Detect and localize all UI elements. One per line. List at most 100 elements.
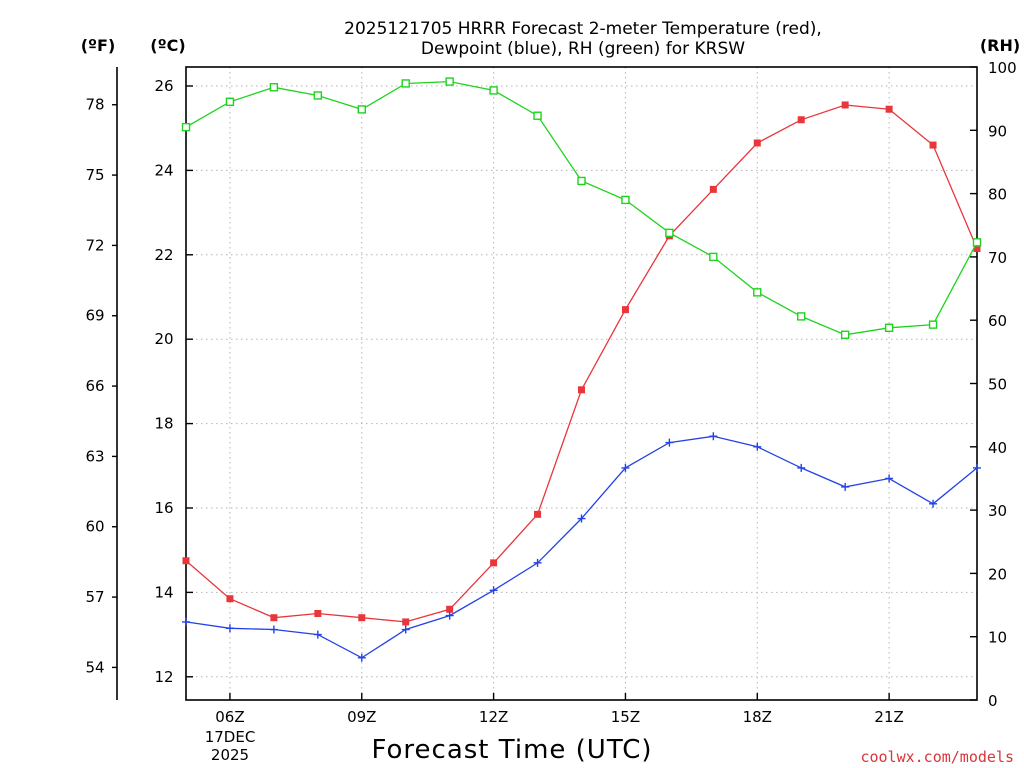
rh-tick-label: 80 xyxy=(988,186,1007,204)
rh-tick-label: 70 xyxy=(988,249,1007,267)
rh-point xyxy=(928,320,938,329)
rh-point xyxy=(753,288,762,297)
rh-tick-label: 50 xyxy=(988,376,1007,394)
dewpoint-point xyxy=(445,611,454,620)
fahrenheit-tick-label: 69 xyxy=(85,307,104,325)
rh-point xyxy=(884,323,894,332)
rh-tick-label: 20 xyxy=(988,565,1007,583)
rh-point xyxy=(577,176,586,186)
dewpoint-point xyxy=(797,463,806,472)
rh-point xyxy=(225,97,235,107)
rh-point xyxy=(621,195,630,205)
temperature-point xyxy=(446,605,454,613)
rh-tick-label: 10 xyxy=(988,629,1007,647)
dewpoint-point xyxy=(929,499,938,508)
celsius-tick-label: 22 xyxy=(154,246,173,264)
rh-point xyxy=(313,91,323,100)
dewpoint-point xyxy=(401,625,410,634)
rh-tick-label: 0 xyxy=(988,692,998,710)
temperature-point xyxy=(270,614,278,622)
celsius-tick-label: 16 xyxy=(154,499,173,517)
chart-title-line2: Dewpoint (blue), RH (green) for KRSW xyxy=(421,39,745,59)
temperature-point xyxy=(226,595,234,603)
fahrenheit-tick-label: 57 xyxy=(85,588,104,606)
x-tick-label: 18Z xyxy=(743,708,772,726)
dewpoint-point xyxy=(533,558,542,567)
x-tick-label: 09Z xyxy=(347,708,376,726)
rh-unit-label: (RH) xyxy=(980,36,1020,55)
dewpoint-point xyxy=(577,514,586,523)
temperature-point xyxy=(402,618,410,626)
celsius-tick-label: 12 xyxy=(154,668,173,686)
temperature-point xyxy=(929,141,937,149)
dewpoint-point xyxy=(885,474,894,483)
temperature-point xyxy=(358,614,366,622)
tick-labels: 06Z 09Z 12Z 15Z 18Z 21Z 12 14 16 18 20 22 24 26 54 57 60… xyxy=(85,59,1016,726)
dewpoint-line xyxy=(185,435,978,659)
axes xyxy=(112,66,978,701)
rh-point xyxy=(709,252,718,262)
temperature-point xyxy=(578,386,585,394)
celsius-tick-label: 18 xyxy=(154,415,173,433)
rh-line xyxy=(185,80,978,336)
rh-tick-label: 30 xyxy=(988,502,1007,520)
plot-frame xyxy=(185,66,978,701)
x-tick-label: 06Z xyxy=(215,708,244,726)
rh-point xyxy=(181,122,191,132)
temperature-point xyxy=(973,244,981,252)
celsius-tick-label: 24 xyxy=(154,161,173,179)
x-axis-label: Forecast Time (UTC) xyxy=(371,735,652,765)
fahrenheit-tick-label: 78 xyxy=(85,96,104,114)
grid-lines xyxy=(186,67,977,700)
dewpoint-point xyxy=(841,482,850,491)
temperature-point xyxy=(182,557,190,565)
temperature-point xyxy=(534,510,542,518)
rh-tick-label: 90 xyxy=(988,122,1007,140)
temperature-point xyxy=(841,101,849,109)
rh-point xyxy=(401,79,410,88)
rh-tick-label: 60 xyxy=(988,312,1007,330)
celsius-tick-label: 26 xyxy=(154,77,173,95)
temperature-point xyxy=(885,105,893,113)
fahrenheit-tick-label: 66 xyxy=(85,377,104,395)
rh-point xyxy=(972,238,982,247)
temperature-point xyxy=(753,139,761,147)
credit-label: coolwx.com/models xyxy=(860,748,1014,766)
rh-point xyxy=(269,83,279,92)
celsius-unit-label: (ºC) xyxy=(150,36,185,55)
temperature-point xyxy=(797,116,805,124)
data-series xyxy=(181,77,982,662)
temperature-point xyxy=(314,609,322,617)
x-tick-label: 15Z xyxy=(611,708,640,726)
x-tick-label: 12Z xyxy=(479,708,508,726)
dewpoint-point xyxy=(753,442,762,451)
dewpoint-point xyxy=(709,432,718,441)
fahrenheit-tick-label: 63 xyxy=(85,447,104,465)
celsius-tick-label: 14 xyxy=(154,583,173,601)
temperature-point xyxy=(490,559,498,567)
dewpoint-point xyxy=(665,438,674,447)
chart-title-line1: 2025121705 HRRR Forecast 2-meter Tempera… xyxy=(344,19,822,39)
rh-point xyxy=(489,86,498,95)
temperature-point xyxy=(709,185,717,193)
dewpoint-point xyxy=(225,624,234,633)
date-day-label: 17DEC xyxy=(205,728,256,746)
dewpoint-point xyxy=(357,653,366,662)
temperature-point xyxy=(621,306,629,314)
dewpoint-point xyxy=(313,630,322,639)
rh-point xyxy=(840,330,850,339)
fahrenheit-tick-label: 60 xyxy=(85,518,104,536)
x-tick-label: 21Z xyxy=(874,708,903,726)
dewpoint-point xyxy=(269,625,278,634)
celsius-tick-label: 20 xyxy=(154,330,173,348)
rh-tick-label: 100 xyxy=(988,59,1017,77)
date-year-label: 2025 xyxy=(211,746,249,764)
dewpoint-point xyxy=(182,617,190,626)
fahrenheit-tick-label: 75 xyxy=(85,166,104,184)
fahrenheit-unit-label: (ºF) xyxy=(81,36,116,55)
rh-point xyxy=(533,111,542,120)
dewpoint-point xyxy=(621,463,630,472)
rh-point xyxy=(665,228,674,238)
dewpoint-point xyxy=(489,586,498,595)
